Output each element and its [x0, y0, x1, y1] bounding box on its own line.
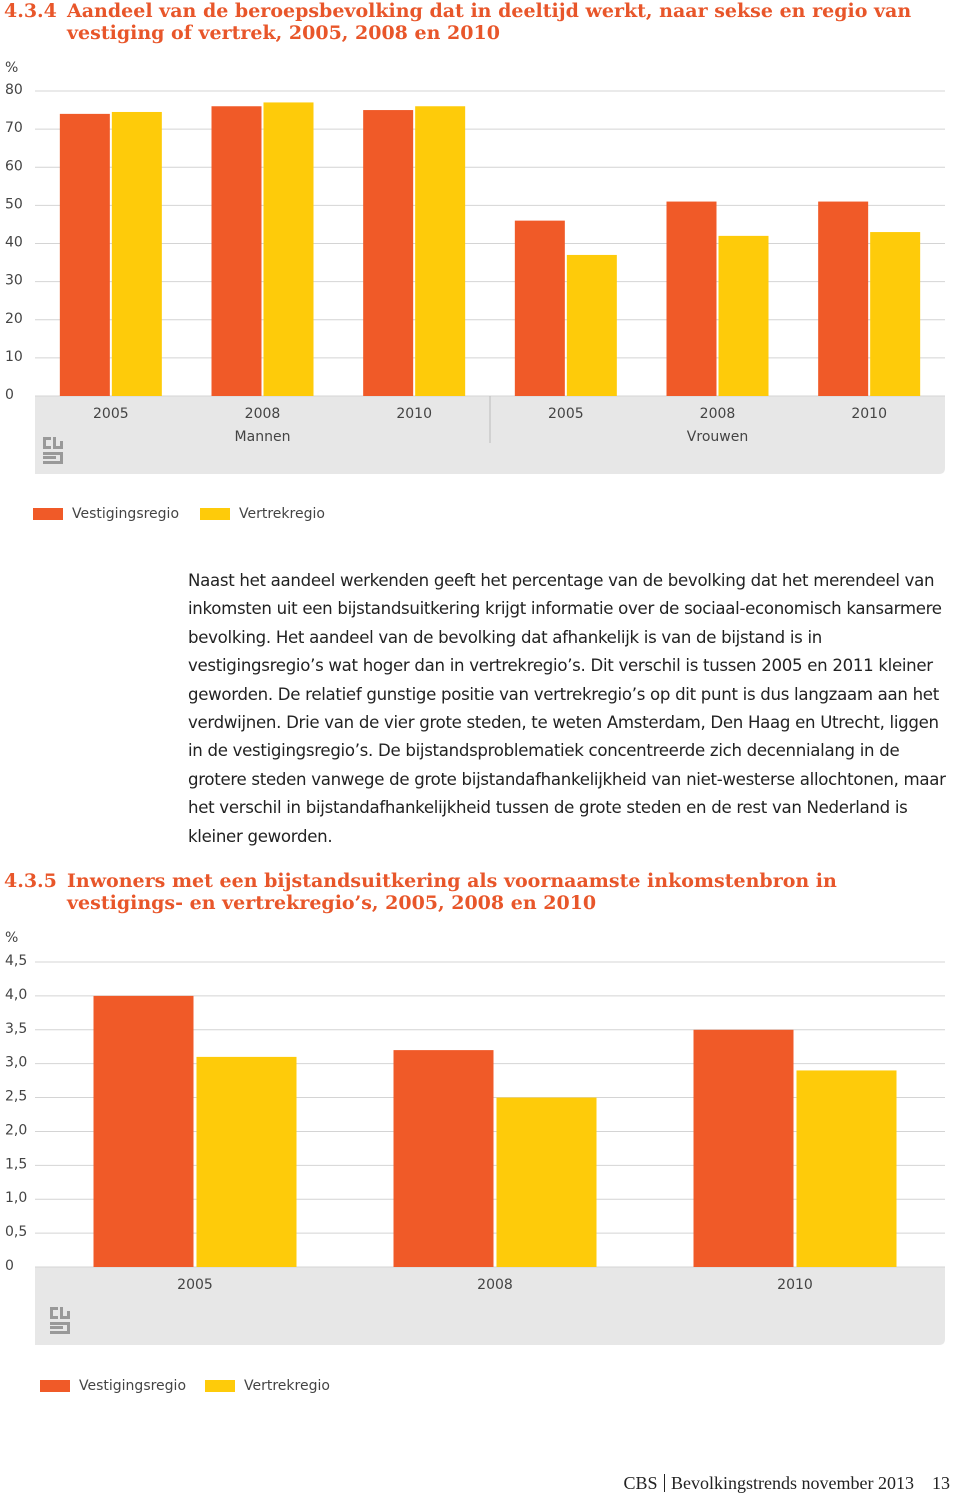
legend-swatch [200, 508, 230, 520]
cbs-logo [50, 1307, 70, 1334]
bar [363, 110, 414, 396]
chart-number: 4.3.4 [4, 0, 57, 22]
group-label: Mannen [235, 429, 291, 445]
legend-label: Vestigingsregio [79, 1378, 186, 1394]
y-tick-label: 0 [5, 387, 14, 403]
legend-swatch [205, 1380, 235, 1392]
bar [415, 106, 466, 396]
bar [818, 201, 869, 396]
bar [514, 220, 565, 396]
bar [693, 1029, 794, 1267]
y-tick-label: 2,5 [5, 1089, 27, 1105]
separator [663, 1474, 666, 1492]
bar [59, 113, 110, 396]
paragraph: Naast het aandeel werkenden geeft het pe… [188, 571, 946, 846]
y-tick-label: 3,5 [5, 1021, 27, 1037]
footer-publisher: CBS [623, 1473, 658, 1493]
y-tick-label: 60 [5, 158, 23, 174]
footer: CBS Bevolkingstrends november 2013 13 [624, 1473, 951, 1494]
y-axis-label: % [5, 60, 18, 76]
y-tick-label: 30 [5, 273, 23, 289]
y-tick-label: 2,0 [5, 1122, 27, 1138]
legend-label: Vestigingsregio [72, 506, 179, 522]
x-tick-label: 2008 [700, 406, 736, 422]
y-tick-label: 0,5 [5, 1224, 27, 1240]
page-number: 13 [932, 1473, 950, 1493]
legend-swatch [40, 1380, 70, 1392]
y-tick-label: 3,0 [5, 1055, 27, 1071]
y-tick-label: 4,0 [5, 987, 27, 1003]
group-label: Vrouwen [687, 429, 748, 445]
bar [111, 111, 162, 396]
x-tick-label: 2010 [777, 1277, 813, 1293]
bar [566, 254, 617, 396]
y-tick-label: 40 [5, 235, 23, 251]
y-tick-label: 1,5 [5, 1156, 27, 1172]
y-tick-label: 10 [5, 349, 23, 365]
bar [796, 1070, 897, 1267]
x-tick-label: 2010 [396, 406, 432, 422]
bar [718, 235, 769, 396]
y-tick-label: 70 [5, 120, 23, 136]
chart-title: Inwoners met een bijstandsuitkering als … [67, 870, 837, 914]
bar [496, 1097, 597, 1267]
bar [93, 995, 194, 1267]
y-tick-label: 4,5 [5, 953, 27, 969]
bar [196, 1056, 297, 1267]
y-tick-label: 80 [5, 82, 23, 98]
bar [393, 1050, 494, 1267]
x-tick-label: 2005 [93, 406, 129, 422]
y-tick-label: 0 [5, 1258, 14, 1274]
footer-publication: Bevolkingstrends november 2013 [671, 1473, 914, 1493]
x-tick-label: 2005 [177, 1277, 213, 1293]
cbs-logo [43, 437, 63, 464]
legend-label: Vertrekregio [244, 1378, 330, 1394]
x-tick-label: 2008 [245, 406, 281, 422]
axis-panel [35, 1267, 945, 1345]
legend-swatch [33, 508, 63, 520]
bar [211, 106, 262, 396]
bar [666, 201, 717, 396]
y-axis-label: % [5, 930, 18, 946]
y-tick-label: 1,0 [5, 1190, 27, 1206]
y-tick-label: 20 [5, 311, 23, 327]
x-tick-label: 2010 [851, 406, 887, 422]
x-tick-label: 2008 [477, 1277, 513, 1293]
y-tick-label: 50 [5, 196, 23, 212]
bar [263, 102, 314, 396]
chart-title: Aandeel van de beroepsbevolking dat in d… [67, 0, 912, 44]
legend-label: Vertrekregio [239, 506, 325, 522]
chart-number: 4.3.5 [4, 870, 57, 892]
bar [870, 232, 921, 396]
x-tick-label: 2005 [548, 406, 584, 422]
